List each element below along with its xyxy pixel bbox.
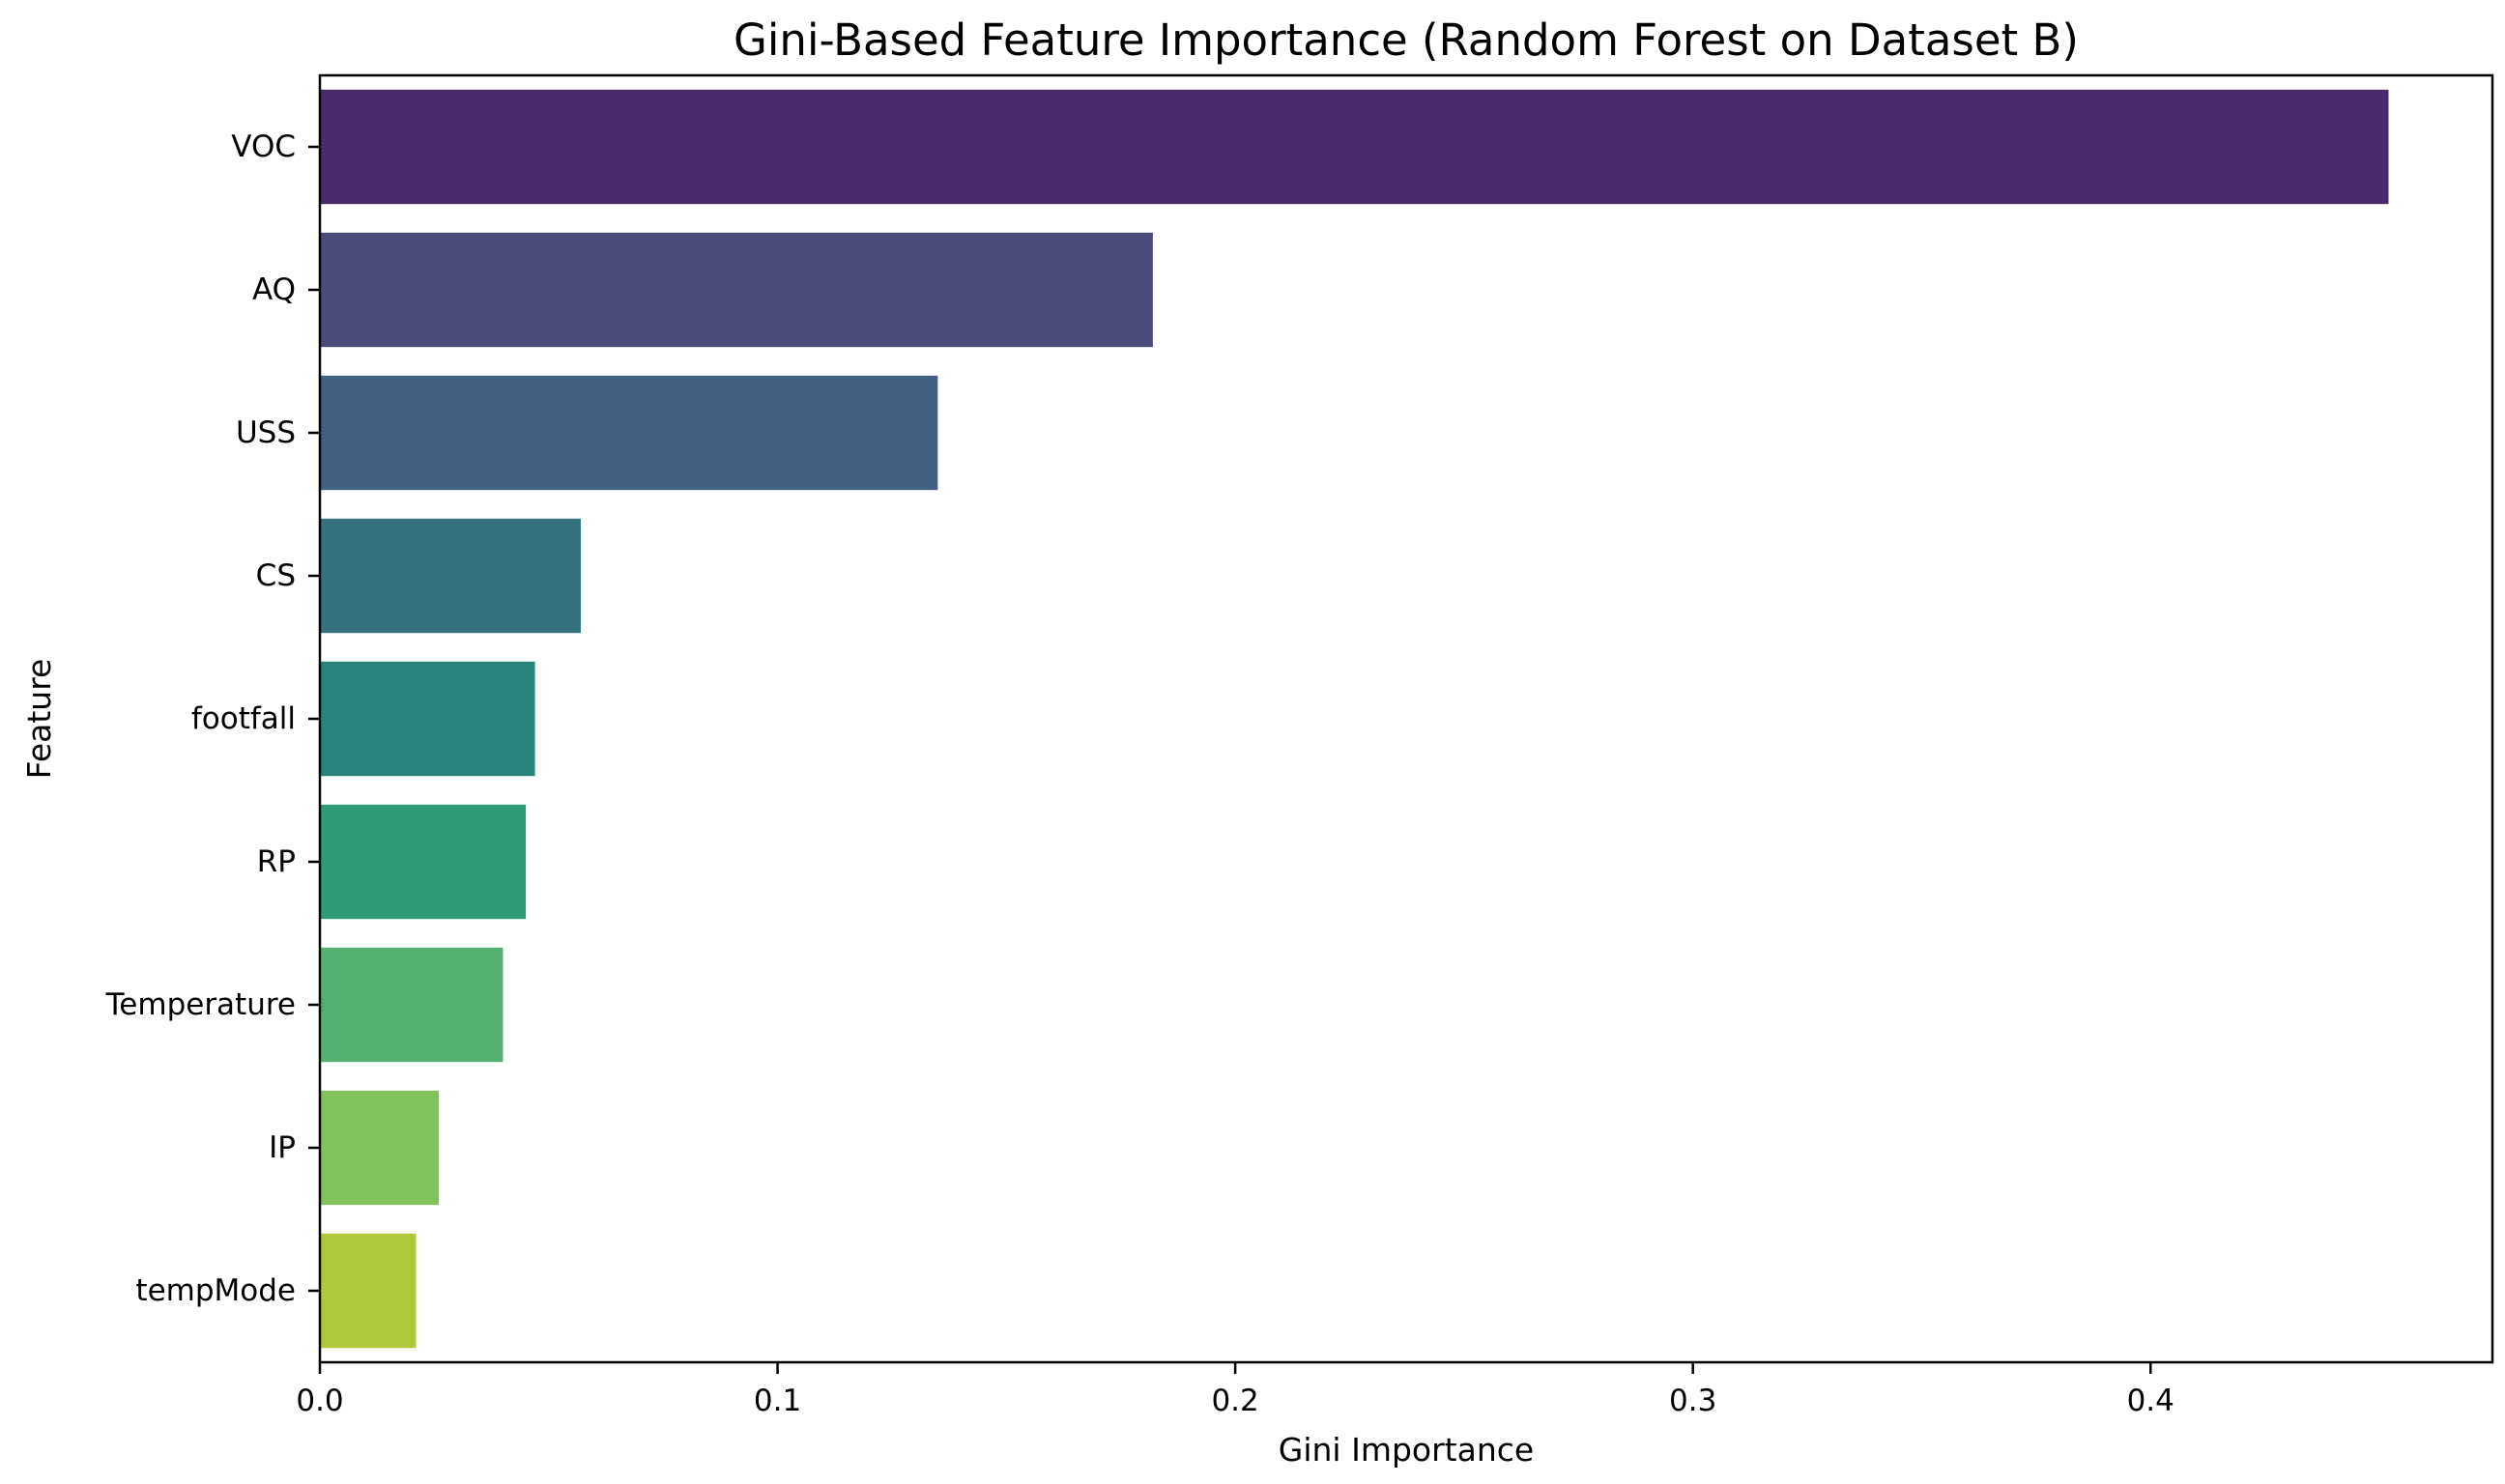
y-tick-label: IP: [269, 1130, 296, 1165]
bar-voc: [320, 89, 2389, 205]
x-axis: 0.0 0.1 0.2 0.3 0.4: [296, 1362, 2174, 1418]
x-tick-label: 0.2: [1211, 1384, 1258, 1418]
x-axis-label: Gini Importance: [1279, 1431, 1534, 1469]
bar-ip: [320, 1090, 440, 1206]
y-axis-label: Feature: [20, 659, 58, 780]
bar-footfall: [320, 661, 535, 777]
y-tick-label: VOC: [231, 129, 296, 164]
bar-uss: [320, 375, 938, 491]
y-tick-label: footfall: [191, 701, 296, 736]
y-tick-label: tempMode: [135, 1273, 296, 1308]
bar-cs: [320, 518, 581, 634]
y-tick-label: USS: [236, 415, 296, 450]
x-tick-label: 0.3: [1669, 1384, 1716, 1418]
x-tick-label: 0.1: [754, 1384, 801, 1418]
y-tick-label: AQ: [252, 272, 296, 307]
bar-tempmode: [320, 1233, 417, 1349]
bars-group: [320, 89, 2389, 1349]
y-tick-label: RP: [257, 844, 296, 879]
bar-aq: [320, 232, 1153, 348]
x-tick-label: 0.4: [2127, 1384, 2174, 1418]
bar-rp: [320, 804, 527, 920]
bar-temperature: [320, 947, 504, 1063]
y-tick-label: CS: [256, 558, 296, 593]
y-tick-label: Temperature: [105, 987, 296, 1022]
y-axis: VOC AQ USS CS footfall RP Temperature IP tempMod…: [105, 129, 320, 1308]
chart-title: Gini-Based Feature Importance (Random Fo…: [734, 14, 2079, 66]
x-tick-label: 0.0: [296, 1384, 343, 1418]
